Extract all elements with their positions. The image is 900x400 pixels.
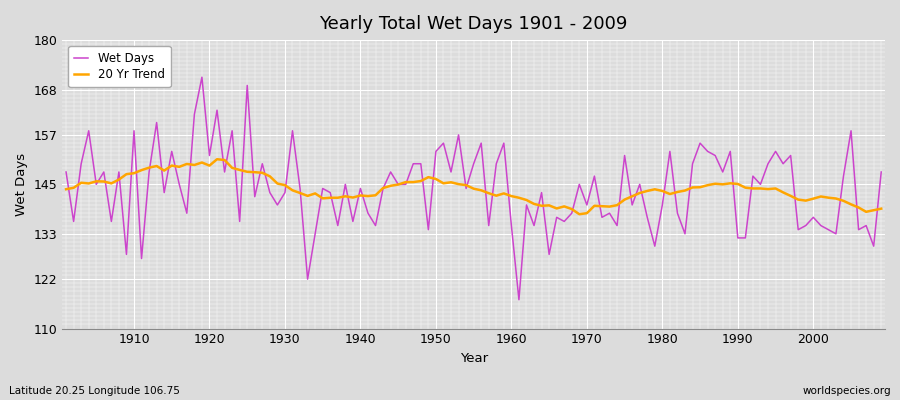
Wet Days (294, 186, 305, 191)
X-axis label: Year: Year (460, 352, 488, 365)
20 Yr Trend (506, 194, 517, 198)
20 Yr Trend (574, 212, 585, 217)
20 Yr Trend (212, 157, 222, 162)
Wet Days (60, 170, 71, 174)
Wet Days (521, 202, 532, 207)
Text: worldspecies.org: worldspecies.org (803, 386, 891, 396)
Wet Days (506, 223, 517, 228)
20 Yr Trend (514, 195, 525, 200)
Y-axis label: Wet Days: Wet Days (15, 153, 28, 216)
Wet Days (514, 297, 525, 302)
Legend: Wet Days, 20 Yr Trend: Wet Days, 20 Yr Trend (68, 46, 171, 87)
Wet Days (121, 252, 131, 257)
20 Yr Trend (60, 187, 71, 192)
20 Yr Trend (340, 194, 351, 199)
Wet Days (612, 223, 623, 228)
20 Yr Trend (876, 206, 886, 211)
Line: 20 Yr Trend: 20 Yr Trend (66, 159, 881, 214)
Title: Yearly Total Wet Days 1901 - 2009: Yearly Total Wet Days 1901 - 2009 (320, 15, 628, 33)
Text: Latitude 20.25 Longitude 106.75: Latitude 20.25 Longitude 106.75 (9, 386, 180, 396)
Line: Wet Days: Wet Days (66, 77, 881, 300)
20 Yr Trend (612, 203, 623, 208)
20 Yr Trend (294, 191, 305, 196)
Wet Days (340, 182, 351, 187)
20 Yr Trend (121, 172, 131, 176)
Wet Days (196, 75, 207, 80)
Wet Days (876, 170, 886, 174)
